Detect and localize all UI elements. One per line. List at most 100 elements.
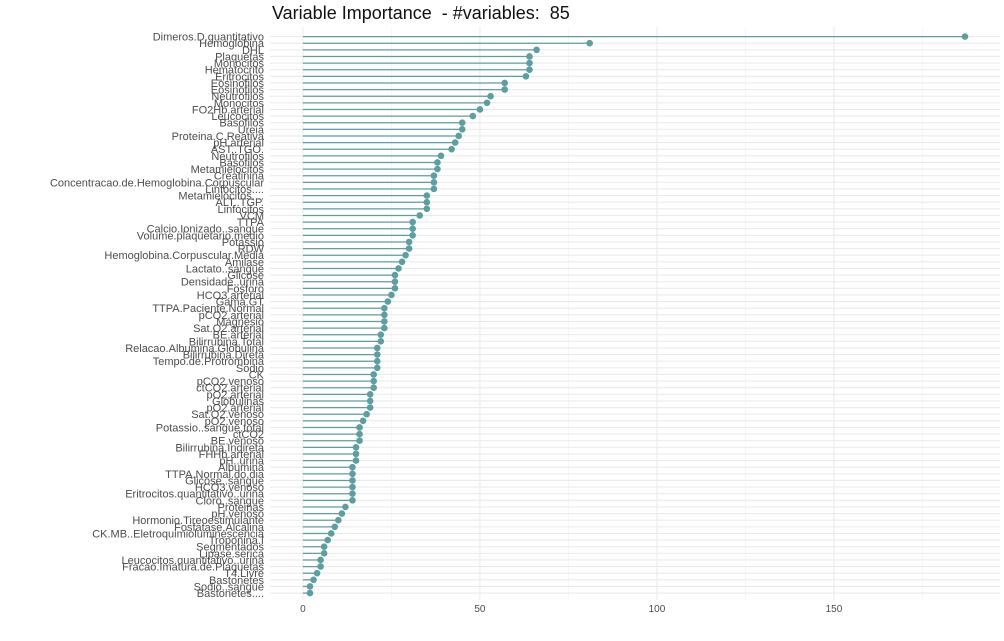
y-tick-label: Lactato..sangue xyxy=(186,263,264,275)
lollipop-point xyxy=(430,179,438,186)
y-tick-label: Bastonetes.... xyxy=(197,588,264,600)
y-tick-label: Linfocitos xyxy=(218,204,265,216)
y-tick-label: RDW xyxy=(238,244,265,256)
lollipop-point xyxy=(310,576,317,584)
y-tick-label: pH..urina xyxy=(219,456,265,468)
grid-layer xyxy=(270,27,1000,600)
y-tick-label: Albumina xyxy=(218,462,265,474)
y-tick-label: Linfocitos.... xyxy=(205,184,264,196)
lollipop-point xyxy=(416,212,424,219)
y-tick-label: Leucocitos.quantitativo..urina xyxy=(122,555,265,567)
lollipop-point xyxy=(366,397,374,405)
y-tick-label: Tempo.de.Protrombina xyxy=(153,356,265,368)
y-tick-label: pH.venoso xyxy=(211,509,264,521)
y-tick-label: Basofilos xyxy=(219,118,264,130)
y-tick-label: TTPA.Paciente.Normal xyxy=(152,303,264,315)
y-tick-label: pO2.venoso xyxy=(205,416,264,428)
y-tick-label: Monocitos xyxy=(214,98,265,110)
y-tick-label: ALT..TGP. xyxy=(215,197,264,209)
lollipop-point xyxy=(430,172,438,180)
y-tick-label: Potassio..sangue.total xyxy=(156,422,264,434)
lollipop-point xyxy=(434,159,441,166)
y-tick-label: Amilase xyxy=(225,257,264,269)
y-tick-label: pCO2.arterial xyxy=(199,310,264,322)
lollipop-point xyxy=(373,364,381,372)
y-tick-label: Proteinas xyxy=(218,502,265,514)
lollipop-point xyxy=(487,92,494,100)
lollipop-point xyxy=(352,444,360,451)
lollipop-point xyxy=(381,318,388,325)
lollipop-point xyxy=(359,417,367,425)
lollipop-point xyxy=(961,33,969,40)
y-tick-label: Lipase.serica xyxy=(199,548,265,560)
lollipop-point xyxy=(409,225,416,233)
lollipop-point xyxy=(391,271,399,279)
y-tick-label: Metamielocitos.... xyxy=(178,191,264,203)
y-tick-label: Bastonetes xyxy=(209,575,265,587)
y-tick-label: T4.Livre xyxy=(224,568,264,580)
lollipop-point xyxy=(405,238,413,246)
lollipop-point xyxy=(370,377,378,385)
chart-title: Variable Importance - #variables: 85 xyxy=(272,3,570,23)
x-axis-labels: 0 50 100 150 xyxy=(300,604,843,615)
lollipop-point xyxy=(434,165,441,173)
y-tick-label: Relacao.Albumina.Globulina xyxy=(125,343,265,355)
y-tick-label: TTPA.Normal.do.dia xyxy=(165,469,265,481)
x-tick-label: 150 xyxy=(826,604,843,615)
lollipop-point xyxy=(458,119,466,127)
lollipop-point xyxy=(356,437,363,445)
x-tick-label: 100 xyxy=(649,604,666,615)
y-tick-label: Fosforo xyxy=(227,283,264,295)
lollipop-point xyxy=(338,510,346,517)
y-tick-label: DHL xyxy=(242,45,264,57)
y-tick-label: Bilirrubina.Direta xyxy=(183,350,265,362)
lollipop-point xyxy=(388,291,395,299)
y-tick-label: Hemoglobina xyxy=(199,38,265,50)
lollipop-point xyxy=(306,589,314,597)
lollipop-point xyxy=(483,99,491,107)
y-tick-label: Dimeros.D.quantitativo xyxy=(153,32,264,44)
y-tick-label: Globulinas xyxy=(212,396,264,408)
y-tick-label: VCM xyxy=(240,210,264,222)
y-tick-label: Magnesio xyxy=(216,316,264,328)
lollipop-point xyxy=(370,384,378,392)
y-tick-label: Troponina.I xyxy=(209,535,264,547)
lollipop-point xyxy=(370,371,378,378)
lollipop-point xyxy=(373,357,381,365)
y-tick-label: Densidade..urina xyxy=(181,277,265,289)
lollipop-point xyxy=(409,232,416,239)
lollipop-point xyxy=(313,569,321,577)
y-tick-label: Metamielocitos xyxy=(191,164,265,176)
lollipop-point xyxy=(349,470,356,478)
y-tick-label: HCO3.arterial xyxy=(197,290,264,302)
lollipop-point xyxy=(342,503,349,511)
y-tick-label: Hormonio.Tireoestimulante xyxy=(132,515,264,527)
lollipop-point xyxy=(391,285,399,292)
y-tick-label: Fosfatase.Alcalina xyxy=(174,522,265,534)
y-tick-label: Glicose xyxy=(227,270,264,282)
y-tick-label: BE.arterial xyxy=(213,330,264,342)
lollipop-point xyxy=(317,563,324,570)
y-tick-label: pCO2.venoso xyxy=(197,376,264,388)
lollipop-point xyxy=(395,265,402,272)
y-tick-label: Creatinina xyxy=(214,171,265,183)
lollipop-point xyxy=(363,410,370,418)
y-tick-label: AST..TGO. xyxy=(211,144,264,156)
lollipop-point xyxy=(352,450,360,458)
lollipop-point xyxy=(405,245,413,252)
lollipop-point xyxy=(377,338,385,345)
y-tick-label: Volume.plaquetario.medio xyxy=(137,230,264,242)
y-tick-label: Basofilos xyxy=(219,157,264,169)
x-tick-label: 0 xyxy=(300,604,306,615)
lollipop-point xyxy=(526,53,533,60)
y-tick-label: Neutrofilos xyxy=(211,151,264,163)
y-tick-label: FO2Hb.arterial xyxy=(192,104,264,116)
lollipop-point xyxy=(381,324,388,332)
lollipop-point xyxy=(349,463,356,471)
lollipop-point xyxy=(381,304,388,312)
lollipop-point xyxy=(476,106,484,113)
lollipop-point xyxy=(391,278,399,286)
y-tick-label: Sat.O2.arterial xyxy=(193,323,264,335)
lollipop-point xyxy=(586,39,593,47)
